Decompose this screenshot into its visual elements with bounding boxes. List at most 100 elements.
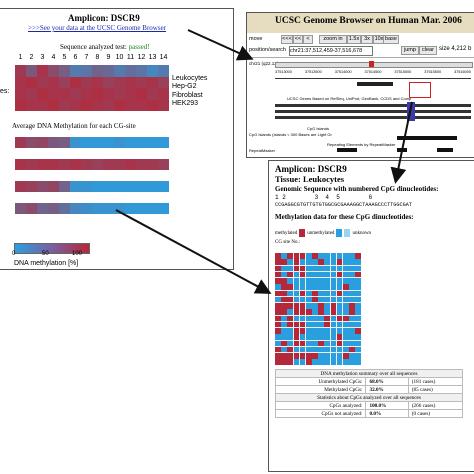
- average-cell: [125, 181, 136, 192]
- heatmap-cell: [125, 65, 136, 77]
- cpg-cell: [312, 265, 318, 272]
- cpg-cell: [299, 334, 306, 340]
- cpg-cell: [349, 309, 355, 315]
- nav-button[interactable]: zoom in: [319, 35, 347, 44]
- methylation-detail-panel: Amplicon: DSCR9 Tissue: Leukocytes Genom…: [268, 160, 474, 472]
- nav-button[interactable]: 3x: [361, 35, 373, 44]
- status-line: Sequence analyzed test: passed!: [60, 43, 150, 51]
- cpg-cell: [349, 278, 355, 284]
- average-row[interactable]: [15, 203, 169, 214]
- cpg-cell: [287, 334, 293, 340]
- jump-button[interactable]: jump: [401, 46, 419, 55]
- cpg-cell: [275, 259, 281, 265]
- cpg-cell: [293, 259, 300, 265]
- heatmap-cell: [70, 88, 81, 100]
- cpg-cell: [318, 259, 324, 265]
- legend-tick-0: 0: [12, 251, 16, 257]
- cpg-cell: [318, 303, 324, 309]
- heatmap-cell: [103, 99, 114, 111]
- cpg-cell: [336, 340, 343, 347]
- nav-button[interactable]: base: [383, 35, 399, 44]
- average-cell: [158, 181, 169, 192]
- average-cell: [59, 181, 70, 192]
- cpg-cell: [281, 271, 287, 278]
- ruler-tick: 37513000: [275, 70, 292, 74]
- heatmap-cell: [114, 65, 125, 77]
- cpg-cell: [281, 346, 287, 353]
- cpg-cell: [312, 253, 318, 259]
- ucsc-link[interactable]: >>>See your data at the UCSC Genome Brow…: [28, 24, 167, 32]
- average-row[interactable]: [15, 181, 169, 192]
- heatmap-cell: [81, 99, 92, 111]
- cpg-cell: [287, 303, 293, 309]
- cpg-cell: [349, 321, 355, 328]
- cpg-cell: [281, 278, 287, 284]
- nav-button[interactable]: <<<: [281, 35, 293, 44]
- average-cell: [70, 181, 81, 192]
- nav-button[interactable]: <: [303, 35, 313, 44]
- cpg-cell: [324, 346, 331, 353]
- cpg-cell: [349, 328, 355, 334]
- cpg-cell: [324, 290, 331, 297]
- cpg-cell: [312, 290, 318, 297]
- average-cell: [59, 203, 70, 214]
- ruler-tick: 37513500: [304, 70, 322, 74]
- cpg-cell: [318, 284, 324, 290]
- average-row[interactable]: [15, 137, 169, 148]
- cpg-cell: [349, 290, 355, 297]
- ruler-tick: 37514000: [334, 70, 352, 74]
- cpg-cell: [343, 303, 349, 309]
- heatmap-cell: [136, 88, 147, 100]
- cpg-cell: [281, 309, 287, 315]
- nav-button[interactable]: <<: [293, 35, 303, 44]
- cpg-cell: [305, 321, 312, 328]
- clear-button[interactable]: clear: [419, 46, 437, 55]
- cpg-cell: [336, 346, 343, 353]
- cpg-cell: [330, 290, 337, 297]
- average-cell: [48, 137, 59, 148]
- heatmap-cell: [136, 65, 147, 77]
- cpg-cell: [281, 253, 287, 259]
- average-cell: [136, 137, 147, 148]
- cpg-cell: [293, 359, 300, 365]
- stats-row-not-analyzed: CpGs not analyzed: 0.0% (0 cases): [274, 409, 464, 418]
- cpg-cell: [275, 346, 281, 353]
- cpg-cell: [312, 340, 318, 347]
- heatmap-cell: [92, 88, 103, 100]
- cpg-cell: [293, 346, 300, 353]
- cpg-cell: [299, 353, 306, 359]
- cpg-cell: [318, 290, 324, 297]
- cpg-cell: [318, 359, 324, 365]
- average-row[interactable]: [15, 159, 169, 170]
- cpg-cell: [318, 315, 324, 322]
- average-cell: [125, 203, 136, 214]
- cpg-cell: [293, 309, 300, 315]
- cpg-cell: [275, 284, 281, 290]
- cpg-cell: [299, 259, 306, 265]
- sequence-methylation-grid: [275, 253, 361, 365]
- average-cell: [103, 181, 114, 192]
- cpg-cell: [318, 278, 324, 284]
- heatmap-cell: [103, 88, 114, 100]
- average-cell: [103, 159, 114, 170]
- heatmap-cell: [48, 76, 59, 88]
- cpg-cell: [343, 259, 349, 265]
- detail-tissue: Tissue: Leukocytes: [275, 174, 345, 184]
- average-cell: [37, 203, 48, 214]
- cpg-cell: [355, 359, 361, 365]
- cg-number: 7: [84, 54, 89, 61]
- track-image[interactable]: chr21 (q22.13) 37513000 37513500 37514000 3…: [247, 57, 474, 157]
- cpg-cell: [305, 359, 312, 365]
- chromosome-ideogram: [275, 62, 473, 68]
- nav-button[interactable]: 1.5x: [347, 35, 361, 44]
- heatmap-cell: [48, 65, 59, 77]
- cpg-cell: [318, 321, 324, 328]
- cg-number: 12: [137, 54, 146, 61]
- cpg-cell: [355, 290, 361, 297]
- position-input[interactable]: chr21:37,512,459-37,516,678: [289, 46, 373, 56]
- cpg-cell: [336, 271, 343, 278]
- cpg-cell: [281, 353, 287, 359]
- sample-labels: Leukocytes Hep-G2 Fibroblast HEK293: [172, 75, 207, 108]
- cpg-cell: [293, 315, 300, 322]
- cpg-cell: [287, 359, 293, 365]
